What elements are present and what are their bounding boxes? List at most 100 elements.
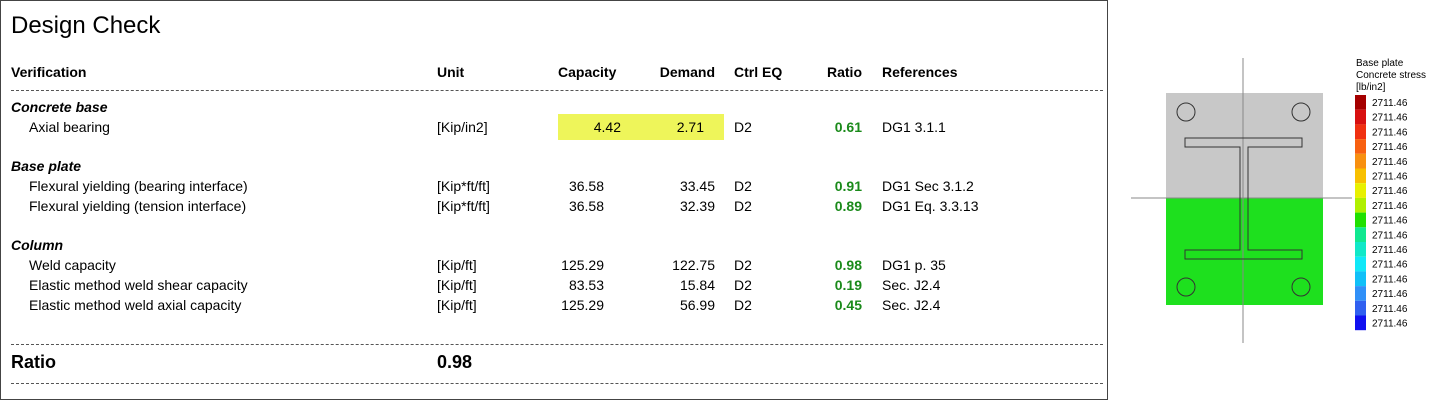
check-value: 125.29 <box>561 257 604 273</box>
legend-swatch <box>1355 286 1366 301</box>
legend-value: 2711.46 <box>1372 304 1408 315</box>
divider <box>11 90 1103 91</box>
check-value: D2 <box>734 198 752 214</box>
check-name: Weld capacity <box>29 257 116 273</box>
check-value: [Kip/ft] <box>437 257 477 273</box>
check-value: [Kip*ft/ft] <box>437 178 490 194</box>
column-header: References <box>882 64 958 80</box>
check-value: 122.75 <box>672 257 715 273</box>
legend-swatch <box>1355 109 1366 125</box>
legend-swatch <box>1355 300 1366 316</box>
check-value: 4.42 <box>558 114 641 140</box>
check-value: 83.53 <box>568 277 604 293</box>
check-value: D2 <box>734 277 752 293</box>
legend-swatch <box>1355 168 1366 184</box>
check-value: [Kip/ft] <box>437 277 477 293</box>
column-section <box>1184 137 1303 260</box>
check-value: 56.99 <box>679 297 715 313</box>
check-value: [Kip/in2] <box>437 119 488 135</box>
check-value: DG1 p. 35 <box>882 257 946 273</box>
legend-value: 2711.46 <box>1372 142 1408 153</box>
check-value: [Kip/ft] <box>437 297 477 313</box>
check-value: D2 <box>734 297 752 313</box>
divider <box>11 344 1103 345</box>
anchor-hole <box>1176 102 1196 122</box>
legend-value: 2711.46 <box>1372 260 1408 271</box>
legend-value: 2711.46 <box>1372 201 1408 212</box>
legend-swatch <box>1355 242 1366 257</box>
legend-swatch <box>1355 139 1366 154</box>
check-value: 0.19 <box>834 277 862 293</box>
check-value: Sec. J2.4 <box>882 277 941 293</box>
column-header: Ratio <box>827 64 862 80</box>
legend-title: [lb/in2] <box>1356 82 1386 93</box>
legend-swatch <box>1355 197 1366 213</box>
legend-value: 2711.46 <box>1372 127 1408 138</box>
legend-value: 2711.46 <box>1372 274 1408 285</box>
check-value: DG1 Sec 3.1.2 <box>882 178 974 194</box>
legend-title: Concrete stress <box>1356 70 1426 81</box>
title: Design Check <box>11 12 161 39</box>
summary-value: 0.98 <box>437 352 473 372</box>
check-name: Flexural yielding (bearing interface) <box>29 178 248 194</box>
legend-swatch <box>1355 183 1366 198</box>
legend-value: 2711.46 <box>1372 216 1408 227</box>
legend-value: 2711.46 <box>1372 289 1408 300</box>
legend-swatch <box>1355 212 1366 228</box>
legend-swatch <box>1355 227 1366 242</box>
legend-value: 2711.46 <box>1372 230 1408 241</box>
check-value: 2.71 <box>641 114 724 140</box>
check-value: 0.45 <box>834 297 862 313</box>
check-value: 15.84 <box>679 277 715 293</box>
legend-swatch <box>1355 256 1366 272</box>
divider <box>11 383 1103 384</box>
legend-title: Base plate <box>1356 58 1404 69</box>
section-heading: Column <box>11 237 64 253</box>
check-value: 32.39 <box>679 198 715 214</box>
column-header: Demand <box>659 64 715 80</box>
design-check-panel: Design Check Ratio 0.98 Verification Unit… <box>0 0 1108 400</box>
check-value: 36.58 <box>568 178 604 194</box>
check-name: Elastic method weld shear capacity <box>29 277 248 293</box>
section-heading: Base plate <box>11 158 82 174</box>
column-header: Verification <box>11 64 87 80</box>
plate-compression-free <box>1166 93 1323 198</box>
check-value: 0.98 <box>834 257 862 273</box>
check-value: DG1 3.1.1 <box>882 119 946 135</box>
anchor-hole <box>1291 277 1311 297</box>
check-value: 36.58 <box>568 198 604 214</box>
legend-swatch <box>1355 315 1366 331</box>
legend-value: 2711.46 <box>1372 172 1408 183</box>
section-heading: Concrete base <box>11 99 108 115</box>
column-header: Unit <box>437 64 465 80</box>
check-name: Elastic method weld axial capacity <box>29 297 242 313</box>
check-value: D2 <box>734 257 752 273</box>
check-value: 0.61 <box>834 119 862 135</box>
check-value: 125.29 <box>561 297 604 313</box>
check-value: Sec. J2.4 <box>882 297 941 313</box>
check-value: D2 <box>734 178 752 194</box>
legend-value: 2711.46 <box>1372 113 1408 124</box>
legend-swatch <box>1355 95 1366 110</box>
legend-value: 2711.46 <box>1372 98 1408 109</box>
check-value: DG1 Eq. 3.3.13 <box>882 198 979 214</box>
check-name: Flexural yielding (tension interface) <box>29 198 247 214</box>
legend-value: 2711.46 <box>1372 157 1408 168</box>
anchor-hole <box>1176 277 1196 297</box>
anchor-hole <box>1291 102 1311 122</box>
check-value: 0.89 <box>834 198 862 214</box>
check-value: 0.91 <box>834 178 862 194</box>
check-name: Axial bearing <box>29 119 110 135</box>
summary-label: Ratio <box>11 352 56 372</box>
legend-value: 2711.46 <box>1372 186 1408 197</box>
check-value: [Kip*ft/ft] <box>437 198 490 214</box>
legend-swatch <box>1355 124 1366 140</box>
legend-swatch <box>1355 153 1366 169</box>
legend-value: 2711.46 <box>1372 319 1408 330</box>
column-header: Capacity <box>558 64 617 80</box>
check-value: D2 <box>734 119 752 135</box>
legend-value: 2711.46 <box>1372 245 1408 256</box>
legend-swatch <box>1355 271 1366 287</box>
